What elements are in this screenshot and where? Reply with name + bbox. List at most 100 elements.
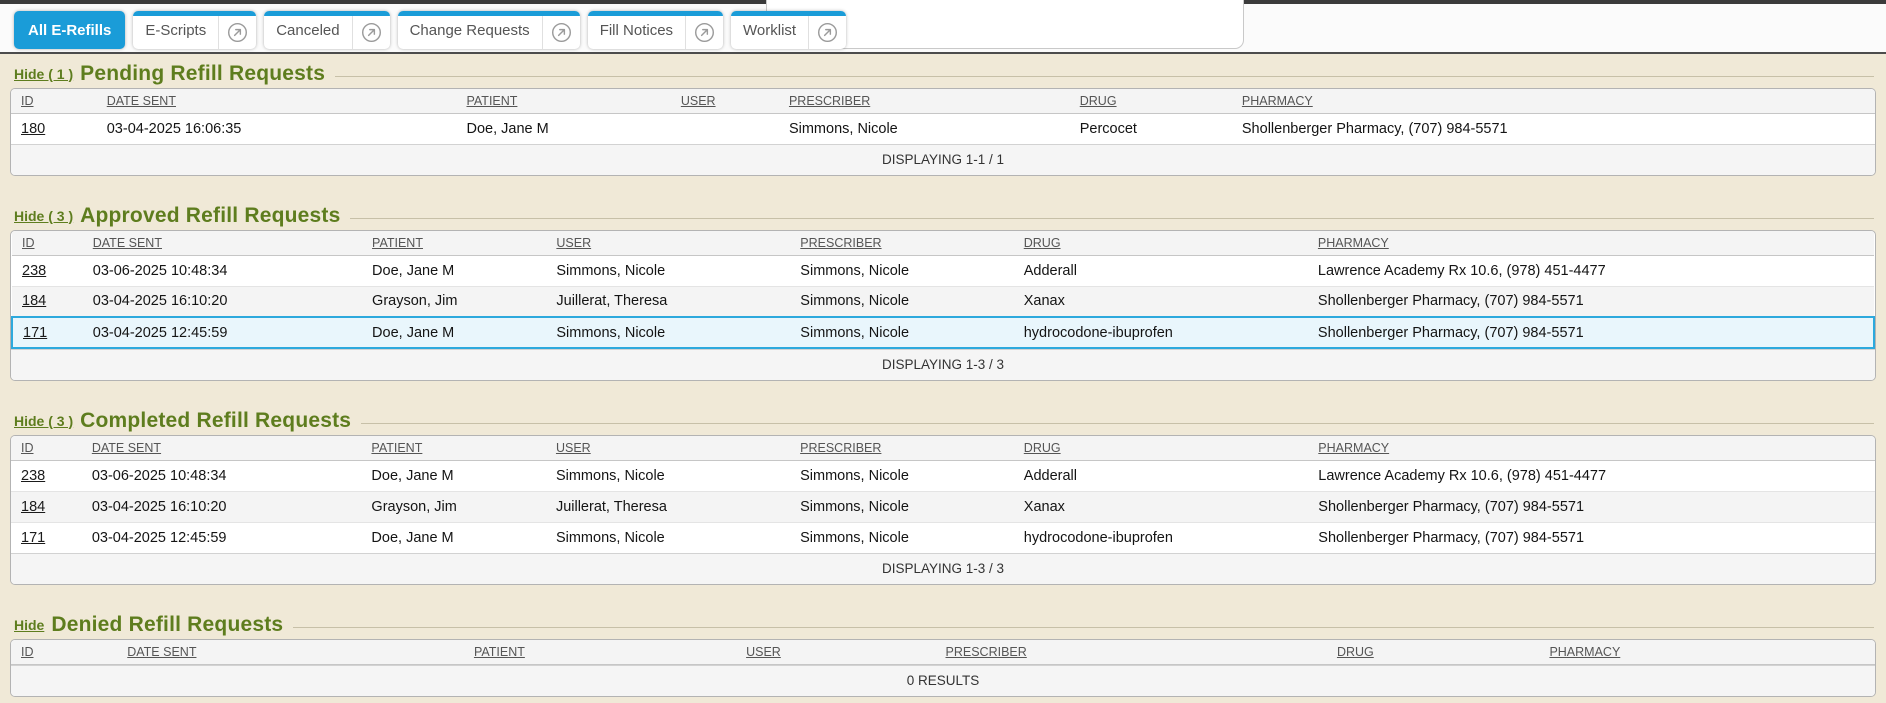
open-in-new-window-icon[interactable] — [219, 18, 256, 43]
column-header-id: ID — [11, 640, 118, 665]
column-header-date-sent: DATE SENT — [96, 89, 457, 114]
open-in-new-window-icon[interactable] — [543, 18, 580, 43]
open-in-new-window-icon[interactable] — [686, 18, 723, 43]
column-header-drug: DRUG — [1013, 436, 1309, 461]
tab-canceled[interactable]: Canceled — [264, 11, 390, 49]
hide-toggle-completed[interactable]: Hide ( 3 ) — [14, 412, 74, 429]
sort-link-patient[interactable]: PATIENT — [371, 440, 423, 455]
cell-prescriber: Simmons, Nicole — [790, 316, 1014, 349]
cell-id[interactable]: 184 — [11, 490, 82, 522]
tab-divider — [351, 16, 353, 49]
section-title: Pending Refill Requests — [80, 61, 326, 85]
refill-id-link[interactable]: 171 — [21, 529, 46, 546]
refill-row-184[interactable]: 184 03-04-2025 16:10:20 Grayson, Jim Juille… — [11, 490, 1875, 522]
sort-link-id[interactable]: ID — [21, 93, 34, 108]
legend-divider-line — [361, 422, 1874, 424]
cell-id[interactable]: 171 — [11, 316, 83, 349]
cell-date-sent: 03-04-2025 12:45:59 — [81, 521, 362, 553]
section-title: Completed Refill Requests — [80, 408, 352, 432]
sort-link-pharmacy[interactable]: PHARMACY — [1549, 644, 1621, 659]
refill-id-link[interactable]: 238 — [21, 467, 46, 484]
sort-link-prescriber[interactable]: PRESCRIBER — [800, 235, 882, 250]
cell-drug: hydrocodone-ibuprofen — [1013, 316, 1308, 349]
cell-id[interactable]: 238 — [11, 460, 82, 491]
tab-worklist[interactable]: Worklist — [731, 11, 847, 49]
sort-link-prescriber[interactable]: PRESCRIBER — [788, 93, 871, 108]
cell-date-sent: 03-04-2025 16:10:20 — [81, 490, 362, 522]
refill-id-link[interactable]: 184 — [21, 498, 46, 515]
sort-link-date-sent[interactable]: DATE SENT — [92, 235, 162, 250]
sort-link-user[interactable]: USER — [746, 644, 781, 659]
cell-pharmacy: Shollenberger Pharmacy, (707) 984-5571 — [1307, 285, 1874, 317]
open-in-new-window-icon[interactable] — [353, 18, 390, 43]
sort-link-pharmacy[interactable]: PHARMACY — [1241, 93, 1313, 108]
sort-link-date-sent[interactable]: DATE SENT — [106, 93, 176, 108]
cell-drug: Xanax — [1013, 285, 1308, 317]
sort-link-id[interactable]: ID — [22, 235, 35, 250]
sort-link-prescriber[interactable]: PRESCRIBER — [945, 644, 1027, 659]
sort-link-date-sent[interactable]: DATE SENT — [127, 644, 197, 659]
sort-link-user[interactable]: USER — [555, 440, 591, 455]
cell-pharmacy: Shollenberger Pharmacy, (707) 984-5571 — [1241, 120, 1508, 137]
hide-toggle-approved[interactable]: Hide ( 3 ) — [14, 207, 74, 224]
refill-id-link[interactable]: 238 — [22, 262, 47, 279]
cell-id[interactable]: 238 — [12, 255, 83, 286]
sort-link-patient[interactable]: PATIENT — [372, 235, 423, 250]
tab-change-requests[interactable]: Change Requests — [397, 11, 580, 49]
hide-toggle-pending[interactable]: Hide ( 1 ) — [14, 65, 74, 82]
refill-row-171[interactable]: 171 03-04-2025 12:45:59 Doe, Jane M Simmons… — [11, 316, 1875, 349]
cell-user: Juillerat, Theresa — [546, 285, 791, 317]
sort-link-drug[interactable]: DRUG — [1023, 440, 1061, 455]
sort-link-patient[interactable]: PATIENT — [473, 644, 525, 659]
column-header-user: USER — [545, 436, 791, 461]
tab-all-e-refills[interactable]: All E-Refills — [14, 11, 126, 49]
refill-row-180[interactable]: 180 03-04-2025 16:06:35 Doe, Jane M Simmons… — [11, 113, 1875, 144]
sort-link-id[interactable]: ID — [21, 440, 34, 455]
cell-prescriber: Simmons, Nicole — [790, 285, 1014, 317]
sort-link-patient[interactable]: PATIENT — [466, 93, 518, 108]
refill-id-link[interactable]: 180 — [21, 120, 46, 137]
cell-user: Simmons, Nicole — [545, 521, 791, 553]
tab-e-scripts[interactable]: E-Scripts — [133, 11, 257, 49]
cell-patient: Doe, Jane M — [372, 262, 455, 279]
cell-user — [671, 113, 779, 144]
refill-row-184[interactable]: 184 03-04-2025 16:10:20 Grayson, Jim Juille… — [12, 285, 1874, 317]
open-in-new-window-icon[interactable] — [809, 18, 846, 43]
sort-link-user[interactable]: USER — [680, 93, 716, 108]
cell-date-sent: 03-06-2025 10:48:34 — [92, 262, 228, 279]
column-header-prescriber: PRESCRIBER — [778, 89, 1070, 114]
cell-id[interactable]: 184 — [12, 285, 83, 317]
column-header-patient: PATIENT — [456, 89, 671, 114]
cell-id[interactable]: 180 — [11, 113, 97, 144]
section-pending-refill-requests: Hide ( 1 ) Pending Refill Requests ID DAT… — [10, 62, 1876, 176]
section-approved-refill-requests: Hide ( 3 ) Approved Refill Requests ID DA… — [10, 204, 1876, 381]
refill-row-238[interactable]: 238 03-06-2025 10:48:34 Doe, Jane M Simmons… — [11, 460, 1875, 491]
sort-link-user[interactable]: USER — [556, 235, 592, 250]
table-header-row: ID DATE SENT PATIENT USER PRESCRIBER DRUG PHAR… — [11, 89, 1875, 114]
sort-link-date-sent[interactable]: DATE SENT — [91, 440, 162, 455]
hide-toggle-denied[interactable]: Hide — [14, 616, 45, 633]
sort-link-drug[interactable]: DRUG — [1023, 235, 1061, 250]
sort-link-pharmacy[interactable]: PHARMACY — [1318, 440, 1390, 455]
refill-row-171[interactable]: 171 03-04-2025 12:45:59 Doe, Jane M Simmons… — [11, 521, 1875, 553]
column-header-patient: PATIENT — [463, 640, 737, 665]
table-header-row: ID DATE SENT PATIENT USER PRESCRIBER DRUG PHAR… — [11, 436, 1875, 461]
sort-link-drug[interactable]: DRUG — [1336, 644, 1374, 659]
sort-link-pharmacy[interactable]: PHARMACY — [1317, 235, 1389, 250]
refill-id-link[interactable]: 171 — [23, 324, 48, 341]
tab-label: E-Scripts — [145, 21, 207, 39]
column-header-prescriber: PRESCRIBER — [790, 436, 1014, 461]
sort-link-prescriber[interactable]: PRESCRIBER — [800, 440, 882, 455]
section-legend: Hide ( 3 ) Approved Refill Requests — [10, 204, 1876, 230]
cell-id[interactable]: 171 — [11, 521, 82, 553]
refill-id-link[interactable]: 184 — [22, 293, 47, 310]
sort-link-id[interactable]: ID — [21, 644, 34, 659]
sort-link-drug[interactable]: DRUG — [1079, 93, 1117, 108]
tab-fill-notices[interactable]: Fill Notices — [587, 11, 724, 49]
section-panel: ID DATE SENT PATIENT USER PRESCRIBER DRUG PHAR… — [10, 435, 1876, 585]
legend-divider-line — [335, 75, 1874, 77]
legend-divider-line — [293, 626, 1874, 628]
column-header-pharmacy: PHARMACY — [1539, 640, 1875, 665]
column-header-date-sent: DATE SENT — [82, 231, 363, 256]
refill-row-238[interactable]: 238 03-06-2025 10:48:34 Doe, Jane M Simmons… — [12, 255, 1874, 286]
